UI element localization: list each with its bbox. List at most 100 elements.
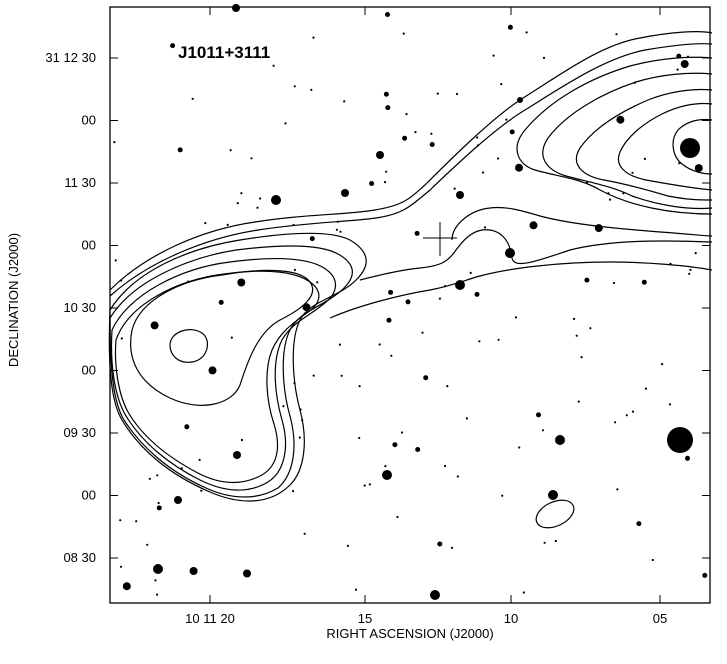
optical-source	[515, 163, 523, 172]
optical-source	[316, 281, 319, 284]
optical-source	[625, 414, 628, 417]
optical-source	[643, 157, 647, 160]
optical-source	[402, 32, 405, 35]
optical-source	[293, 268, 296, 271]
optical-source	[226, 223, 229, 226]
optical-source	[421, 331, 424, 334]
optical-source	[541, 429, 545, 432]
optical-source	[385, 12, 390, 17]
y-tick-label: 11 30	[64, 175, 96, 190]
x-axis-ticks: 10 11 20 15 10 05	[185, 7, 667, 626]
optical-source	[542, 56, 546, 60]
optical-source	[156, 505, 162, 511]
contour-level-3	[109, 245, 353, 498]
optical-source	[514, 316, 518, 319]
y-tick-label: 08 30	[63, 550, 96, 565]
optical-source	[198, 458, 201, 461]
contour-north-3	[542, 72, 713, 210]
y-tick-label: 00	[82, 113, 96, 128]
optical-source	[240, 438, 243, 442]
optical-source	[474, 291, 480, 297]
optical-source	[256, 206, 259, 209]
optical-source	[465, 417, 468, 420]
optical-source	[150, 321, 159, 330]
optical-source	[396, 515, 399, 519]
optical-source	[584, 277, 590, 283]
optical-source	[113, 141, 116, 144]
optical-source	[641, 279, 647, 285]
optical-source	[390, 354, 393, 357]
optical-source	[543, 541, 546, 544]
contour-north-4	[575, 88, 713, 201]
optical-source	[437, 541, 443, 547]
optical-source	[385, 170, 388, 173]
optical-source	[114, 259, 117, 262]
optical-source	[237, 278, 246, 287]
optical-source	[518, 446, 521, 449]
optical-source	[536, 412, 541, 418]
optical-source	[492, 54, 495, 57]
optical-source	[335, 228, 338, 231]
optical-source	[354, 588, 358, 591]
optical-source	[200, 489, 203, 492]
optical-source	[312, 36, 315, 39]
optical-source	[405, 299, 411, 305]
contour-level-2	[108, 232, 367, 502]
optical-source	[402, 135, 408, 141]
optical-source	[272, 64, 275, 67]
optical-source	[415, 447, 421, 452]
optical-source	[575, 334, 578, 337]
bright-optical-source	[555, 435, 565, 445]
optical-source	[154, 579, 157, 582]
optical-source	[120, 337, 123, 340]
contour-core-bump	[451, 206, 713, 241]
optical-source	[500, 83, 503, 86]
restoring-beam	[535, 499, 575, 529]
optical-field-sources	[113, 4, 708, 600]
optical-source	[572, 317, 576, 320]
optical-source	[483, 226, 487, 229]
optical-source	[507, 24, 513, 30]
optical-source	[293, 85, 296, 88]
optical-source	[615, 33, 618, 36]
optical-source	[298, 436, 301, 439]
contour-bridge-lower	[359, 229, 713, 281]
bright-optical-source	[456, 191, 464, 199]
optical-source	[156, 593, 159, 596]
optical-source	[386, 317, 392, 323]
optical-source	[383, 181, 387, 184]
optical-source	[529, 221, 538, 230]
optical-source	[340, 374, 343, 377]
bright-optical-source	[232, 4, 240, 12]
chart-title: J1011+3111	[178, 43, 270, 62]
x-tick-label: 10	[504, 611, 518, 626]
optical-source	[589, 327, 592, 330]
optical-source	[522, 591, 525, 594]
contour-level-1b	[109, 43, 713, 297]
optical-source	[191, 97, 194, 100]
optical-source	[450, 546, 454, 550]
bright-optical-source	[271, 195, 281, 205]
x-tick-label: 15	[358, 611, 372, 626]
optical-source	[631, 171, 634, 174]
optical-source	[676, 68, 679, 71]
optical-source	[525, 31, 528, 34]
optical-source	[400, 431, 404, 434]
optical-source	[661, 363, 664, 366]
optical-source	[577, 400, 580, 403]
optical-source	[388, 289, 394, 295]
optical-source	[455, 92, 459, 96]
optical-source	[509, 129, 515, 135]
y-tick-label: 09 30	[63, 425, 96, 440]
optical-source	[651, 558, 654, 562]
optical-source	[423, 375, 429, 381]
optical-source	[469, 271, 472, 274]
contour-level-1	[109, 31, 713, 291]
optical-source	[478, 340, 481, 343]
contour-north-inner	[672, 118, 713, 175]
optical-source	[312, 374, 315, 377]
optical-source	[430, 132, 433, 135]
optical-source	[496, 157, 500, 160]
optical-source	[453, 187, 456, 190]
